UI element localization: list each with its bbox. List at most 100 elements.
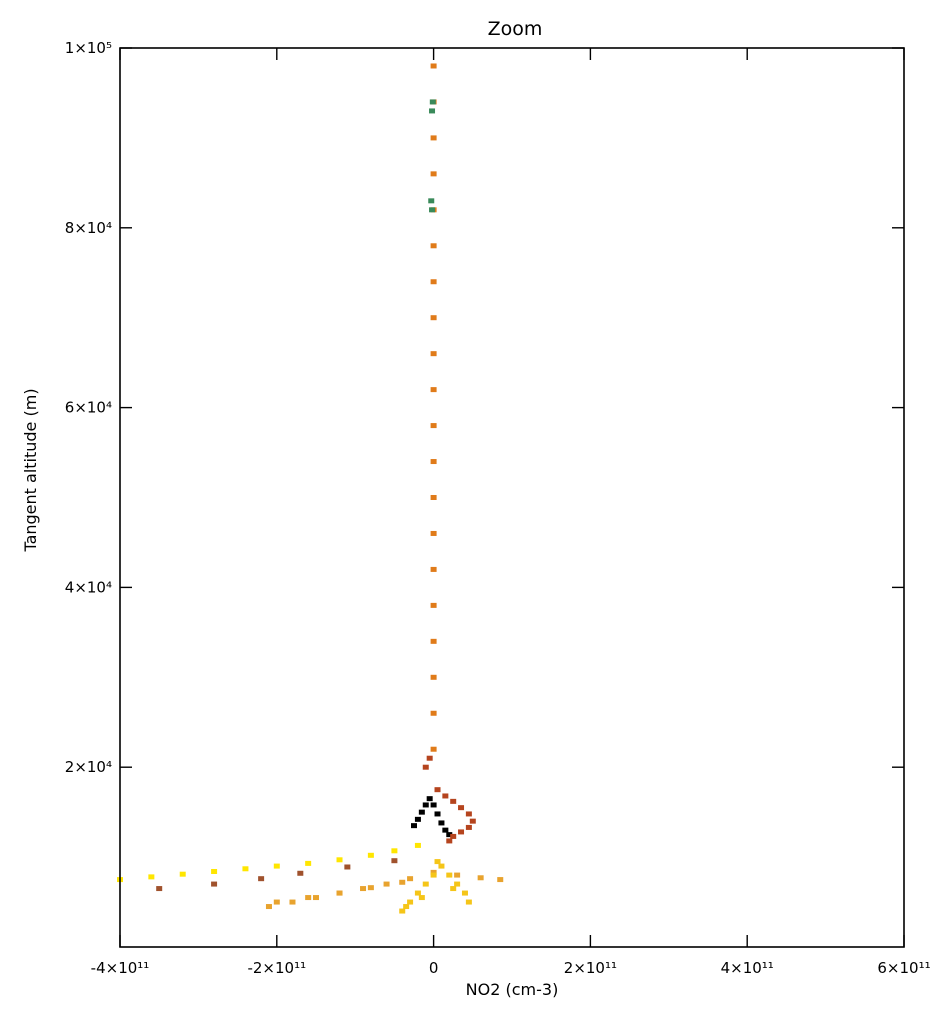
data-point xyxy=(469,818,476,824)
data-point xyxy=(422,802,429,808)
data-point xyxy=(430,387,437,393)
y-axis-title: Tangent altitude (m) xyxy=(21,388,40,552)
data-point xyxy=(430,710,437,716)
x-tick-label: 2×10¹¹ xyxy=(564,959,617,977)
data-point xyxy=(391,858,398,864)
data-point xyxy=(367,852,374,858)
x-tick-label: -2×10¹¹ xyxy=(247,959,306,977)
data-point xyxy=(442,827,449,833)
data-point xyxy=(418,895,425,901)
data-point xyxy=(434,811,441,817)
series-0 xyxy=(117,842,421,883)
data-point xyxy=(430,674,437,680)
data-point xyxy=(430,566,437,572)
data-point xyxy=(414,842,421,848)
data-point xyxy=(430,602,437,608)
series-2 xyxy=(265,869,504,910)
data-point xyxy=(305,860,312,866)
series-5 xyxy=(422,755,476,844)
data-point xyxy=(430,243,437,249)
data-point xyxy=(242,866,249,872)
data-point xyxy=(411,823,417,829)
data-point xyxy=(450,886,457,892)
series-4 xyxy=(411,796,453,838)
series-1 xyxy=(156,858,398,892)
x-tick-label: 4×10¹¹ xyxy=(721,959,774,977)
data-point xyxy=(450,798,457,804)
data-point xyxy=(148,874,155,880)
axis-ticks xyxy=(119,47,905,947)
data-point xyxy=(430,746,437,752)
data-point xyxy=(497,877,504,883)
data-point xyxy=(344,864,351,870)
data-point xyxy=(403,904,410,910)
data-point xyxy=(465,899,472,905)
data-point xyxy=(429,99,436,105)
x-tick-label: 6×10¹¹ xyxy=(877,959,930,977)
data-point xyxy=(426,755,433,761)
data-point xyxy=(211,868,218,874)
data-point xyxy=(407,899,414,905)
data-point xyxy=(399,879,406,885)
data-point xyxy=(450,833,457,839)
data-point xyxy=(305,895,312,901)
data-point xyxy=(477,875,484,881)
data-point xyxy=(461,890,468,896)
data-point xyxy=(367,885,374,891)
chart-title: Zoom xyxy=(488,18,543,40)
data-point xyxy=(458,829,465,835)
axis-tick-labels: -4×10¹¹ -2×10¹¹ 0 2×10¹¹ 4×10¹¹ 6×10¹¹ 2×10⁴ 4×… xyxy=(65,39,931,977)
data-point xyxy=(258,876,265,882)
data-point xyxy=(430,872,437,878)
series-3 xyxy=(399,859,472,914)
series-6 xyxy=(430,63,437,752)
data-point xyxy=(465,824,472,830)
data-point xyxy=(430,495,437,500)
data-point xyxy=(156,886,163,892)
data-point xyxy=(430,638,437,644)
data-point xyxy=(313,895,319,901)
data-point xyxy=(430,171,437,177)
y-tick-label: 4×10⁴ xyxy=(65,578,112,596)
x-axis-title: NO2 (cm-3) xyxy=(466,980,559,999)
data-point xyxy=(434,787,441,793)
data-point xyxy=(391,848,398,854)
data-point xyxy=(430,869,437,875)
x-tick-label: -4×10¹¹ xyxy=(91,959,150,977)
y-tick-label: 1×10⁵ xyxy=(65,39,112,57)
data-point xyxy=(428,198,435,204)
data-point xyxy=(289,899,296,905)
data-point xyxy=(430,459,437,465)
data-point xyxy=(383,881,390,887)
data-point xyxy=(438,820,445,826)
data-point xyxy=(465,811,472,817)
data-point xyxy=(407,876,414,882)
data-point xyxy=(336,857,343,863)
data-point xyxy=(422,881,429,887)
plot-frame xyxy=(119,47,905,948)
data-point xyxy=(430,351,437,357)
data-point xyxy=(430,279,437,285)
data-point xyxy=(336,890,343,896)
y-tick-label: 2×10⁴ xyxy=(65,758,112,776)
data-point xyxy=(360,886,367,892)
data-point xyxy=(442,793,449,799)
y-tick-label: 8×10⁴ xyxy=(65,219,112,237)
data-point xyxy=(273,863,280,869)
data-marks xyxy=(117,63,504,914)
data-point xyxy=(430,423,437,429)
data-point xyxy=(454,872,461,878)
data-point xyxy=(434,859,441,865)
data-point xyxy=(446,872,453,878)
series-7 xyxy=(428,99,436,213)
data-point xyxy=(430,530,437,536)
data-point xyxy=(438,863,445,869)
data-point xyxy=(414,890,421,896)
data-point xyxy=(446,832,453,838)
data-point xyxy=(399,908,406,914)
data-point xyxy=(414,816,421,822)
data-point xyxy=(430,63,437,69)
data-point xyxy=(429,207,436,213)
data-point xyxy=(430,135,437,141)
